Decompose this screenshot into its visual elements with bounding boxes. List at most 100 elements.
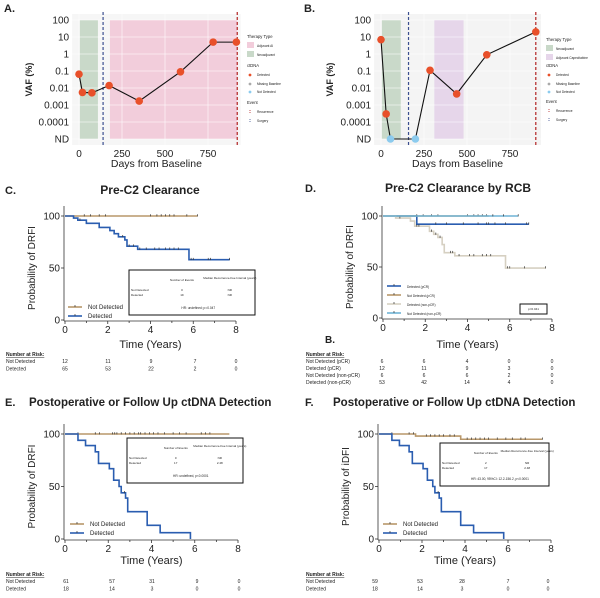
- x-tick-label: 2: [105, 544, 111, 555]
- risk-count: 0: [547, 587, 550, 593]
- stats-row-label: Not Detected: [442, 461, 460, 465]
- risk-count: 0: [235, 359, 238, 365]
- risk-count: 0: [551, 366, 554, 372]
- legend-item: Surgery: [257, 119, 269, 123]
- stats-header: Number of Events: [170, 278, 195, 282]
- stats-events: 17: [484, 466, 488, 470]
- legend-title: ctDNA: [546, 63, 558, 68]
- legend-item: Detected: [88, 314, 112, 320]
- y-tick-label: 100: [357, 430, 374, 441]
- stats-box: [128, 269, 256, 316]
- risk-count: 6: [423, 359, 426, 365]
- stats-box: [439, 442, 550, 487]
- y-tick-label: 1: [366, 50, 372, 61]
- stats-median: NR: [228, 288, 233, 292]
- y-tick-label: 0.01: [352, 84, 372, 95]
- vaf-point: [78, 88, 87, 97]
- x-axis-label: Time (Years): [436, 339, 498, 351]
- stats-median: NR: [218, 456, 223, 460]
- stats-header: Median Recurrence-free Interval (years): [203, 276, 256, 280]
- y-tick-label: ND: [55, 135, 69, 146]
- x-tick-label: 4: [148, 325, 154, 336]
- legend-item: Not Detected: [90, 522, 125, 528]
- y-tick-label: 100: [52, 16, 69, 27]
- legend-item: Not Detected (non-pCR): [407, 312, 441, 316]
- legend-item: Not Detected: [403, 522, 438, 528]
- y-axis-label: VAF (%): [325, 63, 335, 97]
- legend-swatch: [546, 45, 553, 51]
- vaf-point: [426, 66, 434, 75]
- risk-row-label: Detected: [6, 367, 26, 373]
- panel-label: E.: [5, 397, 15, 409]
- x-tick-label: 8: [548, 544, 554, 555]
- y-tick-label: 0: [54, 535, 60, 546]
- risk-count: 0: [196, 587, 199, 593]
- risk-table-title: Number at Risk:: [306, 352, 345, 358]
- panel-label: C.: [5, 185, 16, 197]
- risk-count: 0: [238, 579, 241, 585]
- legend-title: Therapy Type: [546, 37, 572, 42]
- risk-row-label: Detected (non-pCR): [306, 380, 351, 386]
- legend: Therapy Type Neoadjuvant Adjuvant Capecita…: [546, 37, 588, 122]
- legend-dot: [547, 90, 551, 94]
- x-tick-label: 750: [502, 149, 519, 160]
- y-axis-label: Probability of iDFI: [341, 447, 352, 526]
- x-axis-label: Time (Years): [119, 339, 181, 351]
- x-tick-label: 2: [422, 323, 428, 334]
- risk-count: 57: [109, 579, 115, 585]
- legend-item: Adjuvant AI: [257, 44, 273, 48]
- panel-e: E. Postoperative or Follow Up ctDNA Detec…: [5, 397, 271, 593]
- x-tick-label: 8: [549, 323, 555, 334]
- vaf-point: [532, 28, 540, 36]
- risk-table-title: Number at Risk:: [306, 572, 345, 578]
- y-tick-label: 0.001: [346, 101, 371, 112]
- stats-median: NR: [228, 293, 233, 297]
- stats-row-label: Not Detected: [129, 456, 147, 460]
- panel-label: A.: [4, 3, 15, 15]
- risk-count: 14: [417, 587, 423, 593]
- x-tick-label: 4: [462, 544, 468, 555]
- risk-count: 53: [379, 380, 385, 386]
- stats-events: 19: [180, 293, 184, 297]
- legend-item: Neoadjuvant: [556, 47, 574, 51]
- x-tick-label: 0: [376, 544, 382, 555]
- y-tick-label: 100: [361, 212, 378, 223]
- stats-header: Number of Events: [164, 446, 189, 450]
- stats-median: NR: [525, 461, 530, 465]
- legend-item: Missing Baseline: [556, 82, 580, 86]
- vaf-point: [88, 89, 96, 97]
- risk-count: 14: [109, 587, 115, 593]
- legend-item: Detected: [556, 73, 569, 77]
- x-tick-label: 8: [235, 544, 241, 555]
- therapy-band: [434, 20, 464, 139]
- risk-count: 0: [508, 359, 511, 365]
- x-tick-label: 6: [507, 323, 513, 334]
- y-tick-label: 0.0001: [341, 118, 372, 129]
- legend-item: Missing Baseline: [257, 82, 281, 86]
- vaf-point: [386, 135, 395, 143]
- stats-box: [519, 303, 548, 315]
- y-axis-label: Probability of DRFI: [27, 226, 38, 310]
- stats-median: 2.48: [524, 466, 530, 470]
- vaf-point: [452, 90, 461, 98]
- vaf-point: [105, 81, 113, 90]
- risk-count: 9: [466, 366, 469, 372]
- legend-item: Not Detected: [257, 90, 276, 94]
- risk-count: 0: [551, 373, 554, 379]
- vaf-point: [176, 67, 185, 76]
- vaf-point: [411, 135, 420, 143]
- legend-title: Event: [247, 100, 259, 105]
- panel-label: B.: [304, 3, 315, 15]
- x-axis-label: Time (Years): [120, 555, 182, 567]
- risk-count: 0: [551, 359, 554, 365]
- panel-label: F.: [305, 397, 314, 409]
- risk-count: 6: [381, 359, 384, 365]
- x-tick-label: 0: [380, 323, 386, 334]
- risk-count: 2: [194, 367, 197, 373]
- legend: Therapy Type Adjuvant AI Neoadjuvant ctDNA D…: [247, 34, 281, 123]
- risk-row-label: Not Detected: [6, 359, 35, 365]
- risk-count: 22: [148, 367, 154, 373]
- y-tick-label: 0: [372, 314, 378, 325]
- legend-dot: [248, 90, 252, 94]
- legend-dot: [547, 82, 551, 86]
